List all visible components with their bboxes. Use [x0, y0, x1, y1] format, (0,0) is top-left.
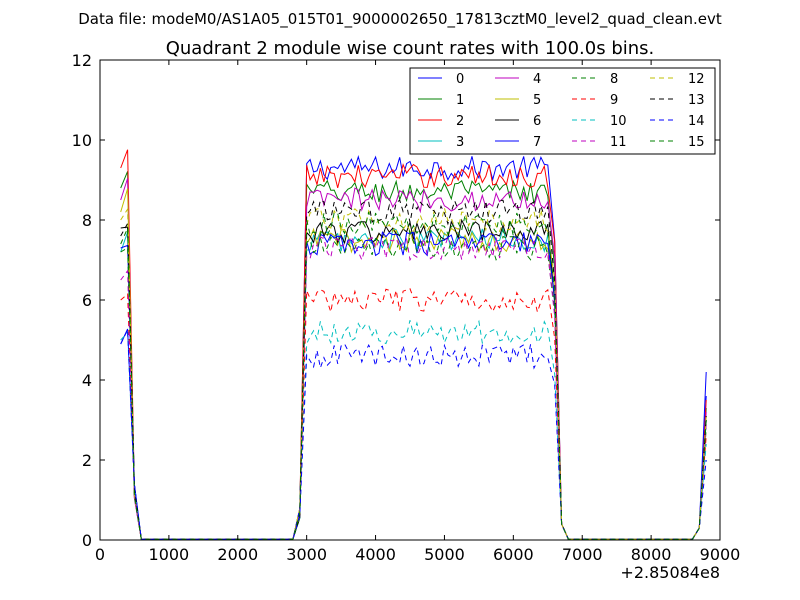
legend-label-9: 9 [610, 93, 618, 108]
legend-frame [409, 67, 716, 155]
x-tick-label: 5000 [424, 545, 465, 564]
x-tick-label: 4000 [355, 545, 396, 564]
suptitle: Data file: modeM0/AS1A05_015T01_90000026… [78, 10, 722, 29]
x-offset-label: +2.85084e8 [620, 563, 720, 582]
legend-label-0: 0 [456, 72, 464, 87]
legend-label-7: 7 [533, 135, 541, 150]
y-tick-label: 6 [82, 291, 92, 310]
legend-label-14: 14 [688, 114, 705, 129]
legend-label-5: 5 [533, 93, 541, 108]
legend-label-12: 12 [688, 72, 705, 87]
series-layer [120, 149, 707, 540]
series-line-15 [120, 211, 707, 540]
y-tick-label: 2 [82, 451, 92, 470]
legend-label-13: 13 [688, 93, 705, 108]
chart-title: Quadrant 2 module wise count rates with … [166, 38, 655, 59]
y-tick-label: 8 [82, 211, 92, 230]
plot-area: 0 1000 2000 3000 4000 5000 6000 7000 8000 9000 0 2… [72, 51, 741, 564]
x-tick-label: 8000 [631, 545, 672, 564]
legend-label-6: 6 [533, 114, 541, 129]
y-tick-label: 12 [72, 51, 92, 70]
legend-label-4: 4 [533, 72, 541, 87]
legend-label-15: 15 [688, 135, 705, 150]
legend-label-10: 10 [610, 114, 627, 129]
legend-label-11: 11 [610, 135, 627, 150]
legend-label-3: 3 [456, 135, 464, 150]
x-tick-label: 6000 [493, 545, 534, 564]
x-tick-label: 1000 [149, 545, 190, 564]
y-tick-label: 10 [72, 131, 92, 150]
x-axis: 0 1000 2000 3000 4000 5000 6000 7000 8000 9000 [95, 60, 740, 564]
x-tick-label: 7000 [562, 545, 603, 564]
legend-label-8: 8 [610, 72, 618, 87]
y-tick-label: 4 [82, 371, 92, 390]
y-tick-label: 0 [82, 531, 92, 550]
legend-label-2: 2 [456, 114, 464, 129]
x-tick-label: 3000 [286, 545, 327, 564]
x-tick-label: 2000 [217, 545, 258, 564]
x-tick-label: 0 [95, 545, 105, 564]
x-tick-label: 9000 [700, 545, 741, 564]
legend-label-1: 1 [456, 93, 464, 108]
